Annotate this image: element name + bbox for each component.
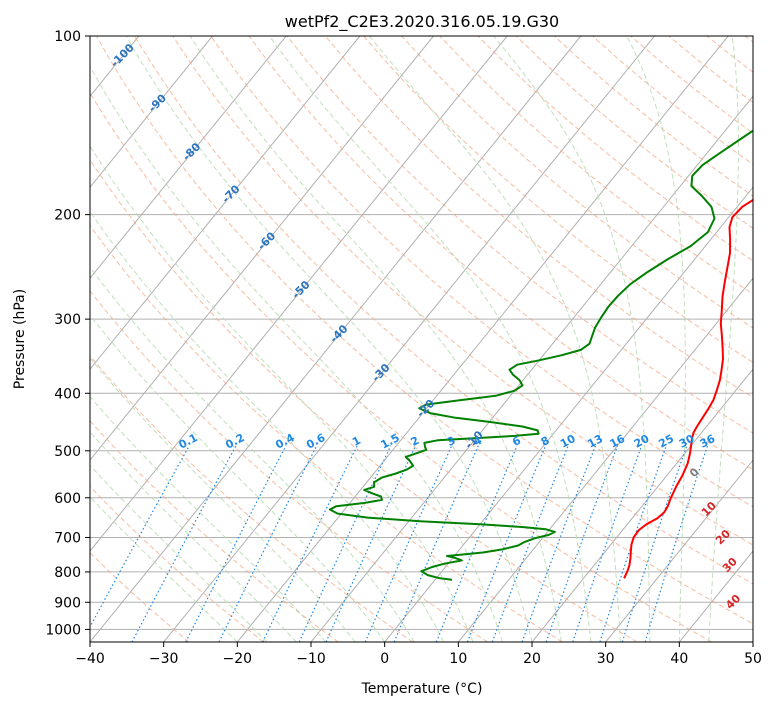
moist-adiabat-line <box>90 210 445 642</box>
grid-layer <box>90 36 753 642</box>
curves-layer <box>328 129 753 581</box>
isotherm-line <box>457 277 753 642</box>
y-tick-label: 600 <box>54 491 81 507</box>
x-tick-label: 20 <box>523 651 541 667</box>
mixing-ratio-label: 36 <box>698 432 718 451</box>
mixing-ratio-line <box>218 445 318 642</box>
dry-adiabat-line <box>134 36 753 585</box>
dry-adiabat-line <box>324 36 753 398</box>
moist-adiabat-line <box>90 65 503 642</box>
moist-adiabat-line <box>368 36 621 642</box>
mixing-ratio-label: 20 <box>632 432 652 451</box>
moist-adiabat-line <box>90 431 297 642</box>
mixing-ratio-line <box>621 445 688 642</box>
mixing-ratio-line <box>262 445 358 642</box>
dry-adiabat-line <box>90 290 488 642</box>
isotherm-line <box>90 36 508 552</box>
isotherm-line <box>90 36 434 461</box>
mixing-ratio-line <box>90 445 190 629</box>
mixing-ratio-line <box>644 445 709 642</box>
isotherm-line <box>90 36 287 280</box>
mixing-ratio-label: 30 <box>677 432 697 451</box>
x-tick-label: 0 <box>380 651 389 667</box>
y-tick-label: 300 <box>54 312 81 328</box>
plot-frame <box>89 35 754 643</box>
moist-adiabat-line <box>708 36 739 642</box>
mixing-ratio-line <box>599 445 667 642</box>
x-tick-label: 40 <box>670 651 688 667</box>
y-tick-label: 100 <box>54 29 81 45</box>
mixing-ratio-label: 16 <box>608 432 628 451</box>
x-tick-label: −20 <box>223 651 253 667</box>
axes-layer: −40 −30 −20 −10 0 10 20 30 40 50 100 200 300 400 500 60… <box>45 29 762 667</box>
y-tick-label: 700 <box>54 531 81 547</box>
mixing-ratio-line <box>521 445 597 642</box>
isotherm-line <box>90 36 361 370</box>
moist-adiabat-line <box>90 464 268 642</box>
mixing-ratio-line <box>185 445 287 642</box>
x-tick-label: −30 <box>149 651 179 667</box>
y-tick-label: 200 <box>54 208 81 224</box>
isotherm-line <box>531 368 753 642</box>
isotherm-line <box>605 459 753 642</box>
y-tick-label: 900 <box>54 595 81 611</box>
x-tick-label: 10 <box>449 651 467 667</box>
moist-adiabat-line <box>189 36 562 642</box>
x-tick-label: −40 <box>75 651 105 667</box>
x-tick-label: 30 <box>597 651 615 667</box>
dry-adiabat-line <box>90 91 712 642</box>
dewpoint-curve <box>328 129 753 581</box>
moist-adiabat-line <box>90 496 238 642</box>
mixing-ratio-line <box>572 445 643 642</box>
moist-adiabat-line <box>90 266 415 642</box>
moist-adiabat-line <box>493 36 651 642</box>
mixing-ratio-line <box>545 445 619 642</box>
y-tick-label: 500 <box>54 444 81 460</box>
isotherm-line <box>236 36 729 642</box>
dry-adiabat-line <box>439 36 753 295</box>
isotherm-line <box>163 36 655 642</box>
y-tick-label: 800 <box>54 565 81 581</box>
temperature-curve <box>623 198 753 579</box>
dry-adiabat-line <box>90 420 339 642</box>
dry-adiabat-line <box>90 355 414 642</box>
y-axis-label: Pressure (hPa) <box>12 289 28 389</box>
mixing-ratio-line <box>364 445 453 642</box>
moist-adiabat-line <box>626 36 686 642</box>
mixing-ratio-label: 13 <box>585 432 605 451</box>
mixing-ratio-line <box>491 445 569 642</box>
chart-title: wetPf2_C2E3.2020.316.05.19.G30 <box>285 12 559 32</box>
moist-adiabat-line <box>268 36 592 642</box>
isotherm-line <box>90 36 582 642</box>
dry-adiabat-line <box>90 551 190 642</box>
x-tick-label: −10 <box>296 651 326 667</box>
dry-adiabat-line <box>90 158 638 642</box>
dry-adiabat-line <box>248 36 753 471</box>
y-tick-label: 1000 <box>45 622 81 638</box>
moist-adiabat-line <box>90 314 386 642</box>
y-tick-label: 400 <box>54 386 81 402</box>
mixing-ratio-line <box>393 445 479 642</box>
isotherm-line <box>90 36 213 189</box>
dry-adiabat-line <box>90 224 563 642</box>
mixing-ratio-label: 25 <box>656 432 676 451</box>
x-tick-label: 50 <box>744 651 762 667</box>
mixing-ratio-label: 10 <box>558 432 578 451</box>
dry-adiabat-line <box>95 36 753 625</box>
moist-adiabat-line <box>125 36 533 642</box>
x-axis-label: Temperature (°C) <box>361 681 483 697</box>
dry-adiabat-line <box>363 36 753 363</box>
isotherm-line <box>384 186 753 642</box>
moist-adiabat-line <box>90 395 327 642</box>
